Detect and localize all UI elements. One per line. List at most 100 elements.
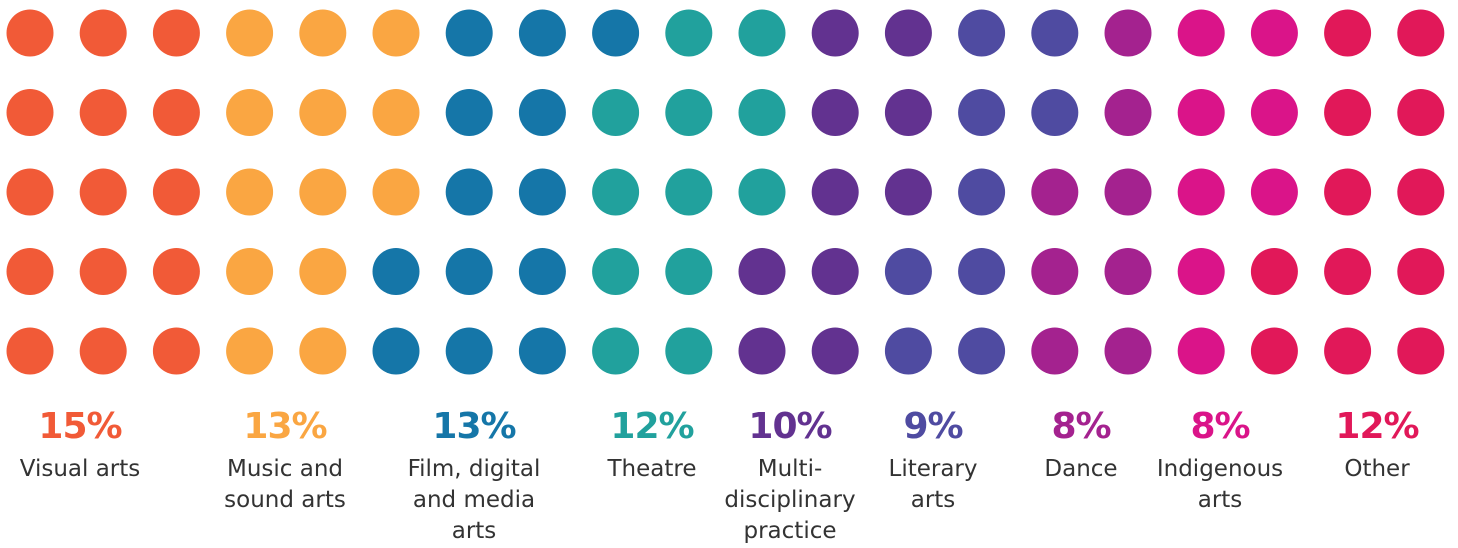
dot-visual-arts	[152, 248, 200, 295]
dot-music-and-sound-arts	[372, 168, 420, 216]
dot-dance	[1104, 248, 1152, 295]
dot-film-digital-and-media-arts	[518, 89, 566, 136]
percentage-label: 12%	[610, 406, 693, 447]
dot-music-and-sound-arts	[226, 89, 274, 136]
dot-theatre	[665, 89, 713, 136]
dot-dance	[1031, 248, 1079, 295]
category-label: Music and	[227, 456, 343, 482]
dot-multi-disciplinary-practice	[811, 327, 859, 375]
label-group-other: 12% Other	[1335, 406, 1419, 482]
dot-other	[1324, 89, 1372, 136]
dot-visual-arts	[152, 89, 200, 136]
label-group-multi-disciplinary-practice: 10% Multi-disciplinary practice	[724, 406, 855, 544]
dot-theatre	[665, 327, 713, 375]
dot-film-digital-and-media-arts	[372, 327, 420, 375]
category-labels: 15% Visual arts 13% Music and sound arts 13% F…	[20, 406, 1420, 544]
dot-multi-disciplinary-practice	[811, 168, 859, 216]
label-group-dance: 8% Dance	[1044, 406, 1117, 482]
dot-other	[1250, 248, 1298, 295]
dot-literary-arts	[958, 168, 1006, 216]
dot-music-and-sound-arts	[226, 327, 274, 375]
dot-visual-arts	[6, 327, 54, 375]
dot-dance	[1031, 327, 1079, 375]
dot-grid	[6, 9, 1445, 375]
category-label: practice	[744, 518, 837, 544]
category-label: arts	[1198, 487, 1243, 513]
dot-multi-disciplinary-practice	[884, 89, 932, 136]
label-group-indigenous-arts: 8% Indigenous arts	[1157, 406, 1283, 513]
dot-other	[1397, 168, 1445, 216]
dot-film-digital-and-media-arts	[445, 327, 493, 375]
dot-other	[1324, 168, 1372, 216]
dot-music-and-sound-arts	[226, 248, 274, 295]
dot-film-digital-and-media-arts	[518, 9, 566, 57]
dot-theatre	[592, 89, 640, 136]
dot-theatre	[665, 9, 713, 57]
dot-literary-arts	[884, 248, 932, 295]
dot-theatre	[592, 248, 640, 295]
dot-music-and-sound-arts	[299, 9, 347, 57]
dot-literary-arts	[958, 327, 1006, 375]
dot-dance	[1031, 168, 1079, 216]
dot-indigenous-arts	[1177, 327, 1225, 375]
dot-indigenous-arts	[1177, 89, 1225, 136]
dot-theatre	[738, 9, 786, 57]
dot-literary-arts	[958, 89, 1006, 136]
category-label: arts	[452, 518, 497, 544]
dot-film-digital-and-media-arts	[445, 168, 493, 216]
dot-visual-arts	[6, 168, 54, 216]
label-group-film-digital-and-media-arts: 13% Film, digital and media arts	[408, 406, 541, 544]
category-label: Indigenous	[1157, 456, 1283, 482]
dot-multi-disciplinary-practice	[811, 248, 859, 295]
dot-theatre	[592, 168, 640, 216]
category-label: Theatre	[607, 456, 697, 482]
dot-theatre	[665, 168, 713, 216]
dot-music-and-sound-arts	[299, 168, 347, 216]
dot-dance	[1104, 168, 1152, 216]
dot-visual-arts	[6, 89, 54, 136]
dot-indigenous-arts	[1250, 89, 1298, 136]
dot-music-and-sound-arts	[299, 89, 347, 136]
dot-dance	[1104, 327, 1152, 375]
dot-multi-disciplinary-practice	[811, 9, 859, 57]
dot-visual-arts	[79, 9, 127, 57]
percentage-label: 15%	[38, 406, 121, 447]
dot-multi-disciplinary-practice	[738, 248, 786, 295]
dot-other	[1397, 327, 1445, 375]
category-label: sound arts	[224, 487, 346, 513]
category-label: Literary	[889, 456, 978, 482]
dot-other	[1397, 9, 1445, 57]
category-label: Dance	[1044, 456, 1117, 482]
category-label: Film, digital	[408, 456, 541, 482]
percentage-label: 8%	[1190, 406, 1249, 447]
percentage-label: 12%	[1335, 406, 1418, 447]
dot-visual-arts	[79, 248, 127, 295]
dot-multi-disciplinary-practice	[811, 89, 859, 136]
dot-music-and-sound-arts	[226, 168, 274, 216]
dot-film-digital-and-media-arts	[445, 89, 493, 136]
percentage-label: 13%	[243, 406, 326, 447]
dot-literary-arts	[958, 248, 1006, 295]
dot-literary-arts	[1031, 9, 1079, 57]
dot-music-and-sound-arts	[299, 248, 347, 295]
dot-other	[1324, 248, 1372, 295]
percentage-label: 13%	[432, 406, 515, 447]
dot-other	[1397, 248, 1445, 295]
dot-visual-arts	[152, 168, 200, 216]
dot-film-digital-and-media-arts	[445, 248, 493, 295]
category-label: arts	[911, 487, 956, 513]
dot-theatre	[738, 89, 786, 136]
dot-visual-arts	[79, 327, 127, 375]
dot-theatre	[665, 248, 713, 295]
category-label: Other	[1344, 456, 1410, 482]
dot-visual-arts	[79, 168, 127, 216]
dot-indigenous-arts	[1250, 9, 1298, 57]
dot-film-digital-and-media-arts	[518, 168, 566, 216]
dot-visual-arts	[152, 9, 200, 57]
dot-music-and-sound-arts	[372, 9, 420, 57]
dot-dance	[1104, 89, 1152, 136]
label-group-theatre: 12% Theatre	[607, 406, 697, 482]
dot-multi-disciplinary-practice	[884, 168, 932, 216]
dot-film-digital-and-media-arts	[518, 327, 566, 375]
